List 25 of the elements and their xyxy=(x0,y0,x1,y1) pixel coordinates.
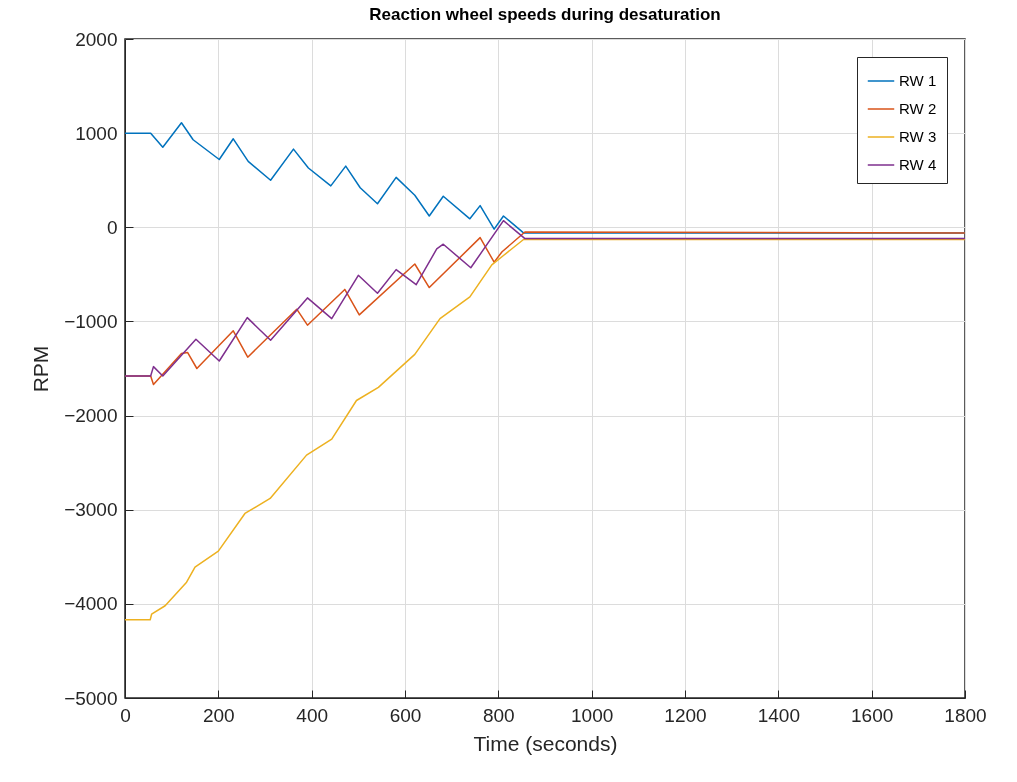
chart-title: Reaction wheel speeds during desaturation xyxy=(369,5,721,24)
y-tick-label: −5000 xyxy=(64,687,118,709)
x-tick-label: 600 xyxy=(389,704,422,726)
y-axis-title: RPM xyxy=(29,345,53,393)
x-tick-label: 1800 xyxy=(944,704,987,726)
x-tick-label: 1000 xyxy=(571,704,614,726)
x-tick-label: 1600 xyxy=(851,704,894,726)
line-series xyxy=(125,238,965,621)
y-tick-label: 0 xyxy=(106,216,118,238)
legend-label: RW 1 xyxy=(899,72,937,89)
x-tick-label: 1400 xyxy=(757,704,800,726)
y-tick-label: 2000 xyxy=(75,28,118,50)
x-axis-title: Time (seconds) xyxy=(473,731,618,755)
legend-label: RW 3 xyxy=(899,128,937,145)
y-tick-label: −4000 xyxy=(64,593,118,615)
y-tick-label: −3000 xyxy=(64,499,118,521)
legend-label: RW 2 xyxy=(899,100,937,117)
y-tick-label: 1000 xyxy=(75,122,118,144)
x-tick-label: 800 xyxy=(482,704,515,726)
y-tick-label: −1000 xyxy=(64,310,118,332)
x-tick-label: 200 xyxy=(202,704,235,726)
x-tick-label: 1200 xyxy=(664,704,707,726)
legend-label: RW 4 xyxy=(899,156,937,173)
x-tick-label: 400 xyxy=(296,704,329,726)
y-tick-label: −2000 xyxy=(64,405,118,427)
